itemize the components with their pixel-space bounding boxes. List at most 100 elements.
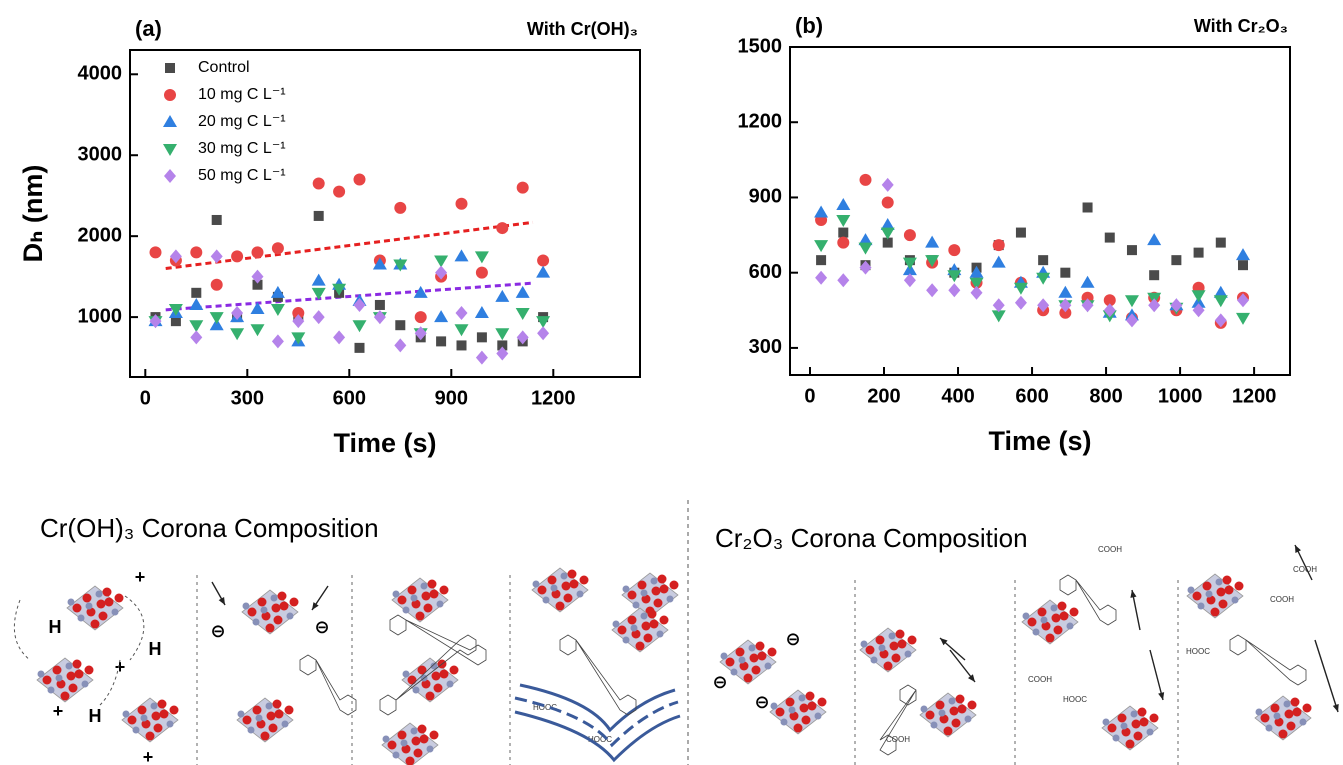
point — [1193, 247, 1204, 258]
point — [1191, 290, 1206, 303]
atom — [967, 700, 977, 710]
point — [1013, 282, 1028, 295]
point — [858, 242, 873, 255]
point — [948, 283, 961, 298]
point — [516, 181, 529, 194]
atom — [252, 705, 262, 715]
point — [1235, 312, 1250, 325]
point — [475, 266, 488, 279]
atom — [402, 670, 410, 678]
point — [515, 285, 530, 298]
point — [189, 297, 204, 310]
atom — [1283, 700, 1291, 708]
nanoparticle — [236, 697, 294, 743]
trend-line — [165, 281, 534, 312]
atom — [650, 577, 658, 585]
point — [270, 304, 285, 317]
atom — [68, 683, 78, 693]
atom — [166, 720, 174, 728]
point — [353, 173, 366, 186]
atom — [948, 697, 956, 705]
point — [1213, 295, 1228, 308]
atom — [81, 680, 89, 688]
point — [209, 318, 224, 331]
point — [251, 269, 264, 284]
atom — [402, 606, 410, 614]
point — [250, 324, 265, 337]
arrow-head — [1158, 692, 1165, 700]
atom — [1102, 718, 1110, 726]
atom — [561, 581, 571, 591]
point — [210, 278, 223, 291]
point — [814, 205, 829, 218]
atom — [1069, 607, 1079, 617]
point — [1015, 227, 1026, 238]
atom — [897, 639, 907, 649]
point — [1103, 294, 1116, 307]
atom — [400, 739, 408, 747]
atom — [560, 572, 568, 580]
atom — [279, 601, 289, 611]
atom — [397, 595, 407, 605]
atom — [641, 621, 651, 631]
atom — [137, 705, 147, 715]
atom — [1066, 622, 1074, 630]
atom — [767, 647, 777, 657]
atom — [1139, 717, 1149, 727]
point — [394, 201, 407, 214]
nanoparticle — [769, 689, 827, 735]
point — [1126, 245, 1137, 256]
point — [354, 342, 365, 353]
atom — [870, 656, 878, 664]
point — [170, 316, 181, 327]
point — [312, 310, 325, 325]
point — [434, 255, 449, 268]
point — [292, 307, 305, 320]
arrow-head — [218, 597, 225, 605]
nanoparticle — [859, 627, 917, 673]
atom — [1274, 717, 1284, 727]
atom — [1131, 719, 1141, 729]
atom — [925, 710, 935, 720]
atom — [439, 669, 449, 679]
atom — [1192, 591, 1202, 601]
atom — [617, 625, 627, 635]
atom — [635, 641, 645, 651]
point — [838, 227, 849, 238]
y-tick-label: 3000 — [78, 144, 123, 166]
atom — [420, 582, 428, 590]
atom — [1146, 728, 1154, 736]
atom — [157, 699, 167, 709]
atom — [875, 635, 885, 645]
point — [231, 250, 244, 263]
atom — [421, 591, 431, 601]
point — [474, 306, 489, 319]
point — [352, 320, 367, 333]
atom — [1040, 616, 1048, 624]
atom — [412, 686, 420, 694]
atom — [271, 603, 281, 613]
atom — [82, 593, 92, 603]
atom — [407, 585, 417, 595]
point — [436, 336, 447, 347]
point — [815, 270, 828, 285]
atom — [1051, 613, 1061, 623]
atom — [47, 686, 55, 694]
point — [454, 249, 469, 262]
diagram-label: HOOC — [1063, 695, 1087, 704]
panel-dividers — [196, 575, 1179, 765]
point — [454, 324, 469, 337]
atom — [669, 580, 679, 590]
atom — [627, 615, 637, 625]
atom — [145, 731, 155, 741]
arrow-head — [1130, 590, 1137, 598]
atom — [764, 662, 772, 670]
y-tick-label: 1200 — [738, 111, 783, 133]
atom — [421, 679, 431, 689]
atom — [1260, 713, 1270, 723]
atom — [72, 659, 82, 669]
atom — [1037, 607, 1047, 617]
atom — [72, 603, 82, 613]
x-tick-label: 1000 — [1158, 385, 1203, 407]
point — [373, 310, 386, 325]
